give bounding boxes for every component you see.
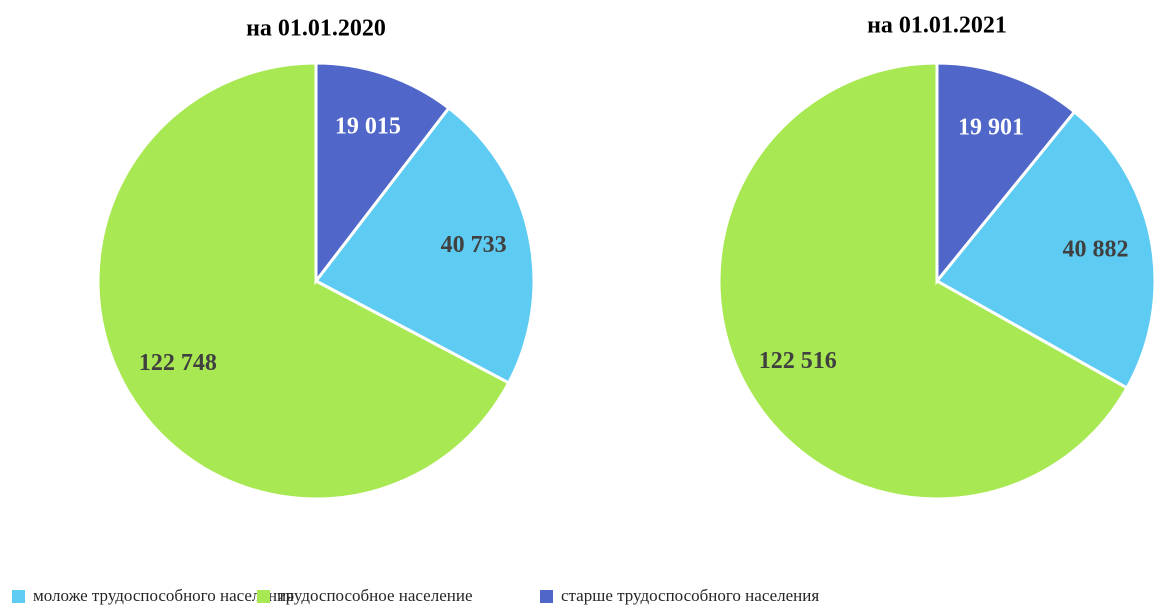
data-label: 19 015 <box>335 114 401 140</box>
legend-swatch <box>257 590 270 603</box>
pie-slice <box>314 61 451 286</box>
data-label: 19 901 <box>958 114 1024 140</box>
pie-slice <box>96 61 511 501</box>
legend-swatch <box>12 590 25 603</box>
pie-slice <box>935 61 1077 286</box>
legend-swatch <box>540 590 553 603</box>
data-label: 40 882 <box>1062 236 1128 262</box>
pie-slice <box>313 105 536 385</box>
data-label: 40 733 <box>441 232 507 258</box>
data-label: 122 516 <box>759 348 837 374</box>
legend-label: моложе трудоспособного населения <box>33 586 294 605</box>
pie-slice <box>717 61 1130 501</box>
legend-label: старше трудоспособного населения <box>561 586 819 605</box>
pie-slice <box>934 109 1157 390</box>
chart-title: на 01.01.2020 <box>246 16 386 42</box>
legend-label: трудоспособное население <box>278 586 473 605</box>
data-label: 122 748 <box>139 350 217 376</box>
chart-title: на 01.01.2021 <box>867 13 1007 39</box>
